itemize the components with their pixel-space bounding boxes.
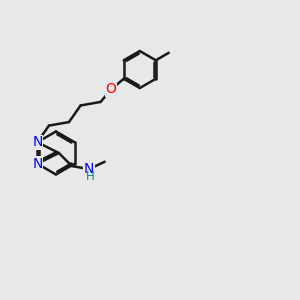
Text: O: O [106, 82, 117, 96]
Text: H: H [85, 170, 94, 183]
Text: N: N [32, 135, 43, 149]
Text: N: N [32, 157, 43, 171]
Text: N: N [84, 162, 94, 176]
